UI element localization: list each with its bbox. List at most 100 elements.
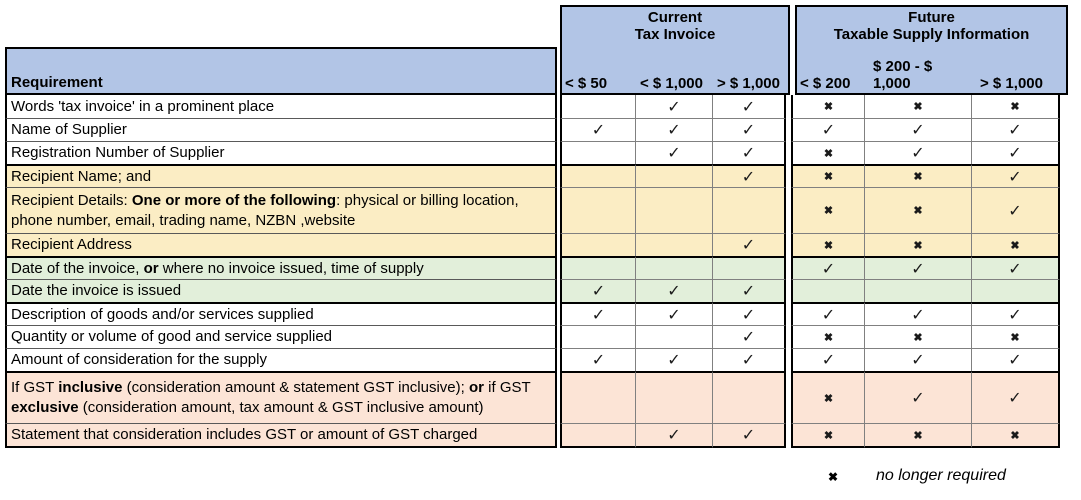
check-icon: ✓ — [591, 306, 606, 324]
check-icon: ✓ — [821, 352, 836, 369]
x-icon: ✖ — [913, 429, 923, 442]
future-mark-cell: ✖ — [864, 164, 971, 187]
current-mark-cell — [712, 371, 786, 423]
future-mark-cell — [971, 279, 1060, 302]
check-icon: ✓ — [591, 283, 606, 300]
check-icon: ✓ — [667, 427, 681, 444]
table-row: Name of Supplier ✓ ✓ ✓ ✓ ✓ ✓ — [5, 118, 1068, 141]
current-mark-cell: ✓ — [712, 141, 786, 164]
check-icon: ✓ — [741, 283, 756, 300]
requirement-cell: Statement that consideration includes GS… — [5, 423, 557, 448]
x-icon: ✖ — [1010, 239, 1020, 252]
current-mark-cell: ✓ — [635, 302, 712, 325]
check-icon: ✓ — [911, 122, 925, 139]
check-icon: ✓ — [741, 145, 756, 162]
future-col-label-2: > $ 1,000 — [980, 75, 1043, 92]
check-icon: ✓ — [1008, 352, 1022, 369]
table-body: Words 'tax invoice' in a prominent place… — [5, 95, 1068, 448]
future-mark-cell: ✓ — [791, 118, 864, 141]
future-mark-cell: ✓ — [971, 348, 1060, 371]
future-mark-cell: ✓ — [864, 371, 971, 423]
current-mark-cell: ✓ — [560, 348, 635, 371]
current-mark-cell — [635, 256, 712, 279]
check-icon: ✓ — [667, 306, 681, 324]
requirement-cell: Recipient Address — [5, 233, 557, 256]
x-icon: ✖ — [823, 239, 834, 252]
x-icon: ✖ — [913, 101, 923, 113]
check-icon: ✓ — [821, 260, 836, 278]
future-mark-cell: ✖ — [791, 325, 864, 348]
current-mark-cell: ✓ — [712, 279, 786, 302]
check-icon: ✓ — [667, 352, 681, 369]
future-mark-cell: ✓ — [971, 187, 1060, 233]
current-mark-cell — [560, 164, 635, 187]
table-row: Words 'tax invoice' in a prominent place… — [5, 95, 1068, 118]
check-icon: ✓ — [1008, 145, 1022, 162]
current-mark-cell — [560, 233, 635, 256]
requirement-cell: Date of the invoice, or where no invoice… — [5, 256, 557, 279]
table-row: Date of the invoice, or where no invoice… — [5, 256, 1068, 279]
future-mark-cell: ✖ — [971, 233, 1060, 256]
table-row: Amount of consideration for the supply ✓ ✓… — [5, 348, 1068, 371]
current-mark-cell: ✓ — [712, 233, 786, 256]
current-mark-cell — [712, 187, 786, 233]
requirement-column-header: Requirement — [5, 47, 557, 95]
future-mark-cell — [864, 279, 971, 302]
current-group-title: Current Tax Invoice — [562, 7, 788, 43]
check-icon: ✓ — [741, 352, 756, 369]
future-mark-cell: ✓ — [971, 302, 1060, 325]
legend: ✖ no longer required — [0, 467, 1081, 491]
check-icon: ✓ — [911, 260, 925, 278]
check-icon: ✓ — [591, 352, 606, 369]
future-mark-cell: ✓ — [864, 256, 971, 279]
requirement-cell: Amount of consideration for the supply — [5, 348, 557, 371]
current-mark-cell: ✓ — [560, 302, 635, 325]
x-icon: ✖ — [1010, 429, 1020, 442]
current-mark-cell: ✓ — [635, 423, 712, 448]
current-col-label-1: < $ 1,000 — [640, 75, 703, 92]
current-mark-cell — [560, 371, 635, 423]
table-row: Date the invoice is issued ✓ ✓ ✓ — [5, 279, 1068, 302]
future-mark-cell: ✖ — [791, 187, 864, 233]
comparison-table: Requirement Current Tax Invoice < $ 50 <… — [5, 5, 1068, 448]
check-icon: ✓ — [1008, 390, 1022, 407]
requirement-cell: Registration Number of Supplier — [5, 141, 557, 164]
requirement-cell: Description of goods and/or services sup… — [5, 302, 557, 325]
x-icon: ✖ — [823, 147, 834, 160]
requirement-cell: Recipient Details: One or more of the fo… — [5, 187, 557, 233]
current-mark-cell: ✓ — [712, 164, 786, 187]
check-icon: ✓ — [741, 237, 756, 254]
current-mark-cell: ✓ — [635, 95, 712, 118]
current-mark-cell: ✓ — [712, 302, 786, 325]
future-mark-cell: ✖ — [864, 95, 971, 118]
future-mark-cell: ✖ — [791, 95, 864, 118]
current-mark-cell — [635, 371, 712, 423]
current-mark-cell: ✓ — [712, 325, 786, 348]
check-icon: ✓ — [1008, 168, 1022, 186]
x-icon: ✖ — [1010, 101, 1020, 113]
x-icon: ✖ — [823, 392, 834, 405]
check-icon: ✓ — [741, 98, 756, 116]
requirement-cell: Name of Supplier — [5, 118, 557, 141]
future-mark-cell: ✓ — [971, 164, 1060, 187]
current-mark-cell: ✓ — [712, 423, 786, 448]
table-row: Quantity or volume of good and service s… — [5, 325, 1068, 348]
requirement-cell: Quantity or volume of good and service s… — [5, 325, 557, 348]
future-mark-cell: ✓ — [791, 348, 864, 371]
current-mark-cell: ✓ — [635, 141, 712, 164]
x-icon: ✖ — [823, 331, 834, 344]
check-icon: ✓ — [1008, 122, 1022, 139]
table-row: Statement that consideration includes GS… — [5, 423, 1068, 448]
check-icon: ✓ — [911, 352, 925, 369]
future-mark-cell: ✖ — [864, 233, 971, 256]
x-icon: ✖ — [913, 205, 923, 217]
requirement-cell: Words 'tax invoice' in a prominent place — [5, 95, 557, 118]
future-mark-cell: ✖ — [864, 423, 971, 448]
future-mark-cell: ✖ — [791, 164, 864, 187]
future-col-label-1: $ 200 - $ 1,000 — [873, 58, 933, 92]
future-mark-cell: ✓ — [864, 141, 971, 164]
check-icon: ✓ — [591, 122, 606, 139]
future-mark-cell: ✓ — [864, 348, 971, 371]
requirement-cell: Date the invoice is issued — [5, 279, 557, 302]
